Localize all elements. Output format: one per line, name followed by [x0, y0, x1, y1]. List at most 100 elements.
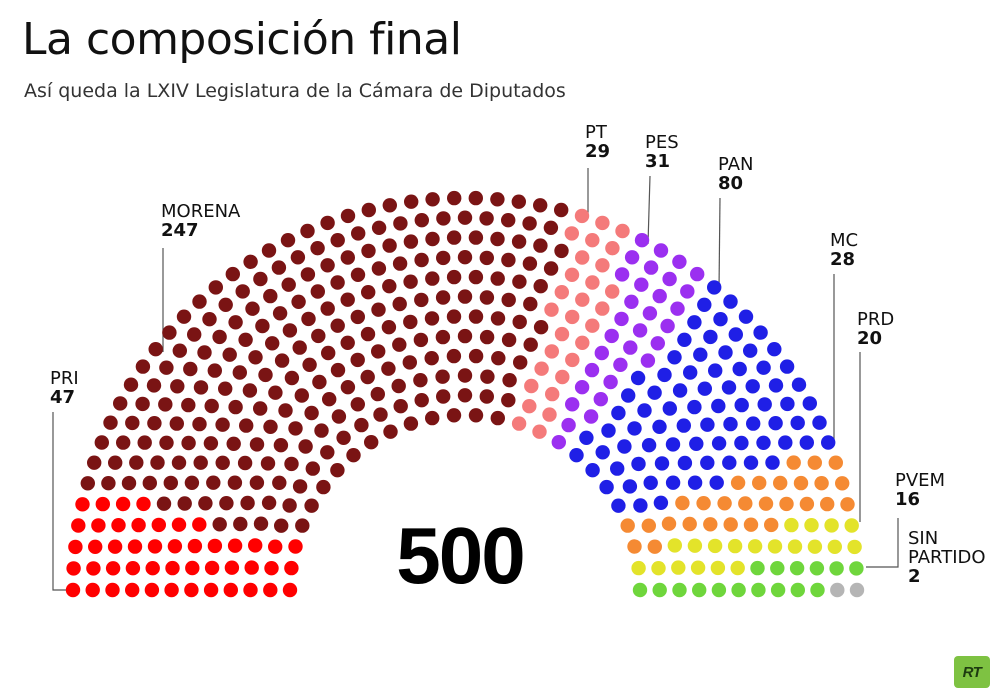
seat-dot-pes [551, 435, 566, 450]
seat-dot-morena [288, 421, 303, 436]
seat-dot-morena [159, 435, 174, 450]
seat-dot-morena [163, 475, 178, 491]
seat-dot-morena [202, 312, 217, 327]
label-pvem-name: PVEM [895, 470, 946, 491]
seat-dot-pvem [751, 582, 766, 598]
seat-dot-morena [193, 455, 208, 470]
seat-dot-mc [828, 455, 843, 470]
seat-dot-morena [511, 234, 527, 249]
seat-dot-morena [468, 348, 484, 364]
seat-dot-morena [447, 190, 462, 206]
seat-dot-pan [738, 309, 754, 324]
seat-dot-pt [585, 233, 600, 248]
seat-dot-pt [575, 250, 590, 265]
seat-dot-morena [193, 380, 209, 395]
seat-dot-pan [734, 397, 749, 413]
seat-dot-prd [667, 538, 682, 553]
seat-dot-morena [176, 309, 192, 324]
seat-dot-morena [436, 250, 451, 266]
seat-dot-morena [129, 455, 144, 470]
label-pri-name: PRI [50, 368, 79, 389]
seat-dot-morena [243, 254, 258, 269]
seat-dot-pan [802, 396, 817, 411]
seat-dot-prd [804, 518, 819, 533]
seat-dot-morena [350, 352, 365, 368]
seat-dot-pri [88, 539, 103, 554]
seat-dot-morena [346, 448, 361, 463]
seat-dot-morena [457, 388, 473, 403]
seat-dot-morena [249, 437, 265, 452]
seat-dot-prd [824, 518, 839, 533]
seat-dot-pan [745, 379, 760, 394]
seat-dot-pt [544, 302, 559, 317]
seat-dot-pan [677, 332, 692, 347]
seat-dot-pan [756, 435, 771, 450]
seat-dot-prd [651, 561, 666, 576]
seat-dot-morena [391, 378, 406, 394]
seat-dot-morena [403, 314, 418, 330]
label-mc-name: MC [830, 230, 859, 251]
seat-dot-morena [361, 243, 376, 259]
seat-dot-pan [569, 448, 584, 463]
seat-dot-morena [103, 415, 118, 430]
seat-dot-pan [709, 475, 724, 490]
seat-dot-morena [330, 233, 345, 248]
seat-dot-mc [627, 539, 642, 554]
seat-dot-pan [683, 365, 698, 380]
seat-dot-pri [71, 518, 86, 533]
seat-dot-pes [680, 284, 695, 299]
seat-dot-pt [575, 292, 590, 307]
seat-dot-morena [371, 261, 387, 276]
seat-dot-morena [403, 234, 419, 249]
seat-dot-mc [723, 517, 738, 532]
seat-dot-morena [300, 223, 315, 239]
seat-dot-mc [743, 517, 759, 532]
seat-dot-mc [703, 517, 718, 532]
seat-dot-pan [791, 377, 807, 392]
seat-dot-morena [300, 267, 316, 282]
seat-dot-mc [675, 495, 690, 511]
seat-dot-morena [253, 271, 268, 287]
label-pvem-seats: 16 [895, 488, 921, 510]
seat-dot-morena [123, 377, 139, 392]
seat-dot-morena [457, 289, 473, 304]
seat-dot-morena [284, 456, 299, 472]
seat-dot-pan [779, 359, 795, 374]
seat-dot-morena [436, 211, 451, 226]
seat-dot-morena [320, 301, 335, 316]
seat-dot-morena [446, 348, 462, 364]
seat-dot-pan [630, 370, 646, 386]
seat-dot-prd [807, 539, 823, 554]
seat-dot-pt [522, 399, 537, 414]
seat-dot-pan [711, 398, 726, 414]
seat-dot-pt [615, 223, 630, 239]
seat-dot-pvem [750, 560, 765, 576]
seat-dot-pan [700, 417, 715, 432]
seat-dot-pt [605, 284, 620, 299]
seat-dot-pan [723, 294, 738, 309]
seat-dot-morena [350, 397, 365, 412]
seat-dot-pan [654, 456, 670, 471]
seat-dots [65, 190, 865, 598]
seat-dot-prd [687, 538, 703, 553]
seat-dot-pvem [632, 582, 648, 598]
seat-dot-mc [647, 539, 662, 554]
seat-dot-morena [402, 355, 417, 370]
seat-dot-morena [479, 250, 494, 266]
seat-dot-morena [281, 277, 296, 292]
seat-dot-morena [364, 435, 379, 450]
seat-dot-morena [187, 327, 202, 342]
seat-dot-pan [665, 475, 681, 490]
seat-dot-morena [237, 455, 253, 471]
seat-dot-pan [799, 435, 814, 450]
seat-dot-morena [502, 373, 517, 388]
seat-dot-morena [479, 211, 494, 226]
seat-dot-morena [479, 329, 495, 345]
seat-dot-pvem [652, 582, 667, 598]
seat-dot-pan [703, 329, 718, 345]
seat-dot-pri [284, 560, 299, 576]
label-morena: MORENA 247 [161, 202, 240, 241]
seat-dot-morena [192, 416, 207, 432]
seat-dot-pt [564, 267, 580, 282]
